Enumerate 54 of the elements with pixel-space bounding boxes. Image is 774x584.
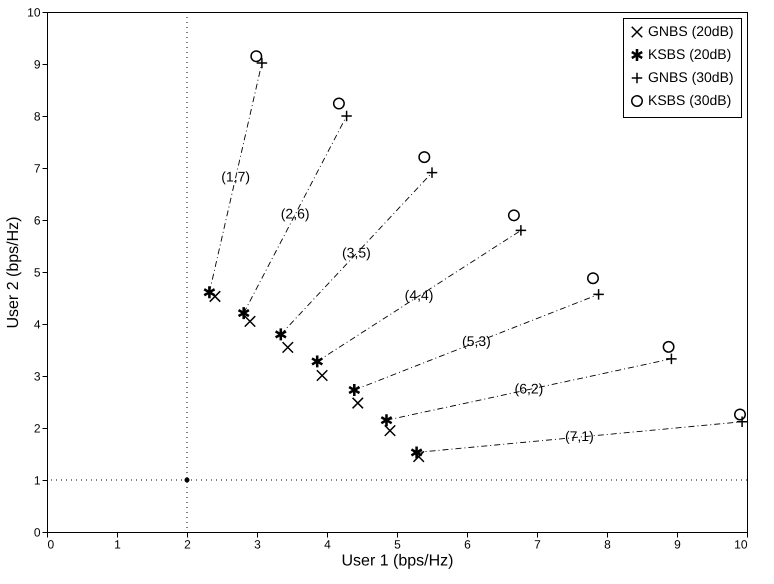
x-tick-label: 4: [324, 538, 332, 552]
point: [238, 307, 250, 320]
y-tick-label: 0: [34, 526, 41, 540]
annotation: (7,1): [564, 428, 594, 444]
point: [275, 328, 286, 340]
x-axis-title: User 1 (bps/Hz): [341, 552, 454, 570]
legend-label: KSBS (30dB): [648, 92, 732, 108]
point: [662, 340, 675, 353]
x-tick-label: 9: [674, 538, 682, 552]
y-tick-label: 4: [34, 318, 41, 332]
point: [282, 341, 294, 354]
y-tick-label: 10: [27, 6, 41, 20]
point: [418, 151, 430, 164]
point: [348, 384, 360, 396]
legend-label: GNBS (20dB): [648, 23, 734, 39]
x-tick-label: 2: [184, 538, 192, 552]
point: [316, 369, 328, 382]
point: [204, 286, 215, 298]
x-tick-label: 7: [534, 538, 542, 552]
annotation: (1,7): [221, 168, 250, 185]
y-tick-label: 1: [34, 474, 41, 488]
annotation: (5,3): [462, 333, 491, 350]
legend-label: GNBS (30dB): [648, 69, 734, 85]
x-tick-label: 8: [604, 538, 612, 552]
point: [244, 315, 256, 328]
point: [734, 408, 746, 420]
annotation: (4,4): [404, 286, 434, 303]
point: [384, 424, 396, 437]
y-tick-label: 9: [34, 58, 41, 72]
annotation: (2,6): [280, 206, 310, 222]
x-tick-label: 10: [734, 538, 748, 552]
point: [587, 272, 599, 284]
y-axis-title: User 2 (bps/Hz): [5, 216, 22, 329]
y-tick-label: 6: [34, 214, 41, 228]
point: [312, 355, 323, 368]
point: [508, 209, 520, 222]
y-tick-label: 5: [34, 266, 41, 280]
legend-label: KSBS (20dB): [648, 46, 732, 62]
point: [332, 98, 345, 110]
point: [250, 50, 262, 62]
point: [352, 397, 364, 410]
y-tick-label: 7: [34, 162, 41, 176]
x-tick-label: 5: [394, 538, 402, 552]
y-tick-label: 2: [34, 422, 41, 436]
y-tick-label: 3: [34, 370, 41, 384]
point: [380, 414, 392, 426]
x-tick-label: 3: [254, 538, 262, 552]
annotation: (3,5): [342, 244, 371, 261]
x-tick-label: 6: [464, 538, 472, 552]
point: [411, 446, 422, 458]
point: [184, 478, 190, 482]
x-tick-label: 1: [114, 538, 122, 552]
y-tick-label: 8: [34, 110, 41, 124]
x-tick-label: 0: [48, 538, 54, 552]
